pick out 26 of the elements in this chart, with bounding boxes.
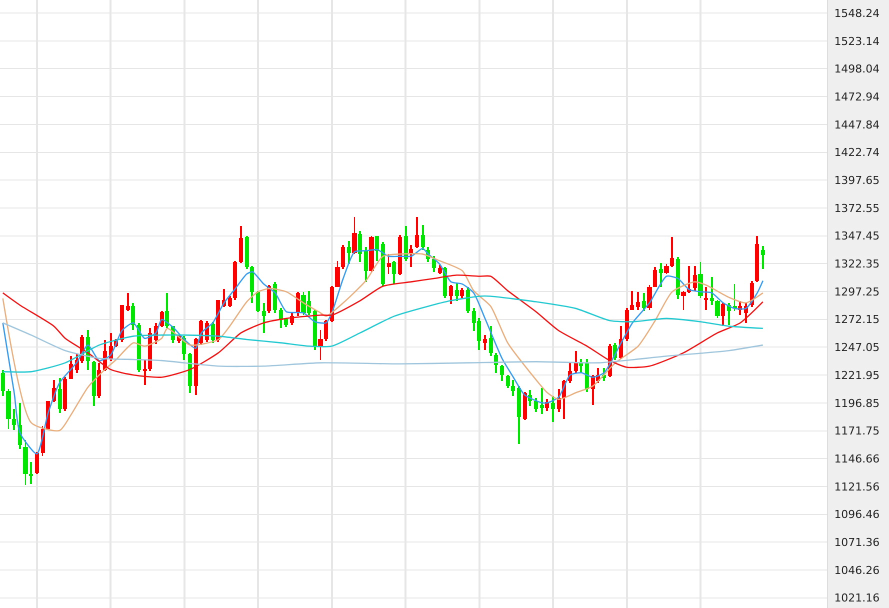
y-tick-label: 1146.66	[834, 452, 880, 466]
y-tick-label: 1096.46	[834, 508, 880, 522]
y-tick-label: 1297.25	[834, 285, 880, 298]
y-tick-label: 1021.16	[834, 592, 880, 605]
y-tick-label: 1397.65	[834, 174, 880, 187]
y-tick-label: 1523.14	[834, 34, 880, 48]
y-tick-label: 1472.94	[834, 90, 880, 104]
line-series	[2, 274, 764, 378]
y-tick-label: 1221.95	[834, 368, 880, 382]
y-tick-label: 1447.84	[834, 118, 880, 132]
y-tick-label: 1247.05	[834, 341, 880, 354]
y-tick-label: 1548.24	[834, 6, 880, 20]
y-tick-label: 1498.04	[834, 62, 880, 76]
y-tick-label: 1171.75	[834, 424, 880, 438]
y-tick-label: 1347.45	[834, 230, 880, 243]
y-tick-label: 1071.36	[834, 536, 880, 549]
y-tick-label: 1196.85	[834, 396, 880, 410]
line-series	[2, 295, 764, 373]
line-series	[2, 322, 764, 368]
y-tick-label: 1422.74	[834, 146, 880, 160]
y-tick-label: 1121.56	[834, 480, 880, 494]
y-tick-label: 1322.35	[834, 258, 880, 271]
candlestick	[29, 462, 33, 484]
y-tick-label: 1372.55	[834, 202, 880, 215]
y-tick-label: 1272.15	[834, 313, 880, 326]
y-tick-label: 1046.26	[834, 564, 880, 577]
